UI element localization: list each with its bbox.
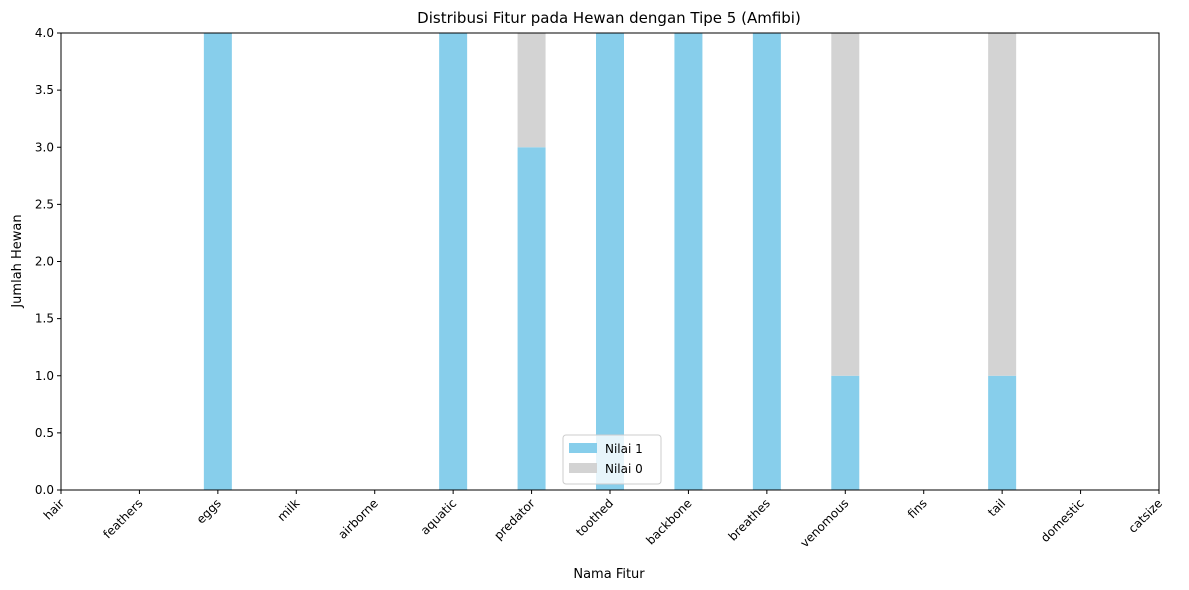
bar-eggs-nilai-1 — [203, 33, 232, 490]
y-tick-label: 2.0 — [35, 255, 54, 269]
x-tick-label-aquatic: aquatic — [418, 496, 459, 537]
x-tick-label-breathes: breathes — [726, 496, 773, 543]
x-tick-label-venomous: venomous — [797, 496, 851, 550]
x-tick-label-eggs: eggs — [194, 496, 224, 526]
bar-backbone-nilai-1 — [674, 33, 703, 490]
y-tick-label: 4.0 — [35, 26, 54, 40]
x-tick-label-toothed: toothed — [573, 496, 616, 539]
legend: Nilai 1 Nilai 0 — [562, 434, 662, 485]
x-tick-label-feathers: feathers — [100, 496, 145, 541]
y-tick-label: 0.0 — [35, 483, 54, 497]
y-tick-label: 0.5 — [35, 426, 54, 440]
chart-title: Distribusi Fitur pada Hewan dengan Tipe … — [417, 9, 801, 27]
y-tick-label: 3.5 — [35, 83, 54, 97]
x-tick-label-airborne: airborne — [335, 496, 380, 541]
bar-predator-nilai-0 — [517, 33, 546, 148]
legend-swatch-nilai-1 — [569, 443, 597, 453]
x-tick-label-predator: predator — [491, 496, 537, 542]
y-tick-label: 2.5 — [35, 197, 54, 211]
bar-breathes-nilai-1 — [752, 33, 781, 490]
x-tick-label-catsize: catsize — [1126, 496, 1166, 536]
x-tick-label-domestic: domestic — [1038, 496, 1087, 545]
y-tick-label: 3.0 — [35, 140, 54, 154]
x-tick-label-hair: hair — [41, 496, 67, 522]
x-tick-label-fins: fins — [905, 496, 930, 521]
bars-layer — [203, 33, 1017, 490]
bar-aquatic-nilai-1 — [439, 33, 468, 490]
legend-label: Nilai 0 — [605, 462, 643, 476]
legend-swatch-nilai-0 — [569, 463, 597, 473]
bar-toothed-nilai-1 — [596, 33, 624, 490]
y-tick-label: 1.0 — [35, 369, 54, 383]
bar-tail-nilai-1 — [988, 375, 1017, 490]
x-tick-label-milk: milk — [275, 496, 303, 524]
bar-tail-nilai-0 — [988, 33, 1017, 376]
y-axis-label: Jumlah Hewan — [10, 214, 25, 308]
x-axis-label: Nama Fitur — [573, 567, 645, 582]
bar-venomous-nilai-1 — [831, 375, 860, 490]
bar-predator-nilai-1 — [517, 147, 546, 490]
x-tick-label-backbone: backbone — [643, 496, 694, 547]
y-tick-label: 1.5 — [35, 312, 54, 326]
bar-venomous-nilai-0 — [831, 33, 860, 376]
legend-label: Nilai 1 — [605, 442, 643, 456]
x-tick-label-tail: tail — [985, 496, 1008, 519]
